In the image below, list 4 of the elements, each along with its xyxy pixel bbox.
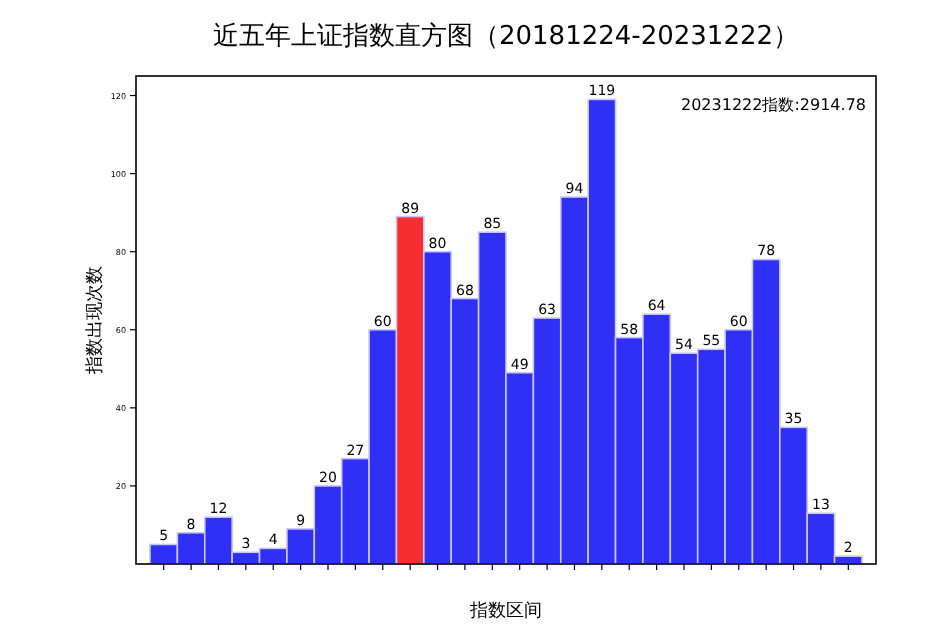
annotation: 20231222指数:2914.78 xyxy=(681,96,866,114)
chart-title: 近五年上证指数直方图（20181224-20231222） xyxy=(212,20,800,52)
x-axis-title: 指数区间 xyxy=(468,600,542,622)
y-axis-title: 指数出现次数 xyxy=(84,266,106,376)
